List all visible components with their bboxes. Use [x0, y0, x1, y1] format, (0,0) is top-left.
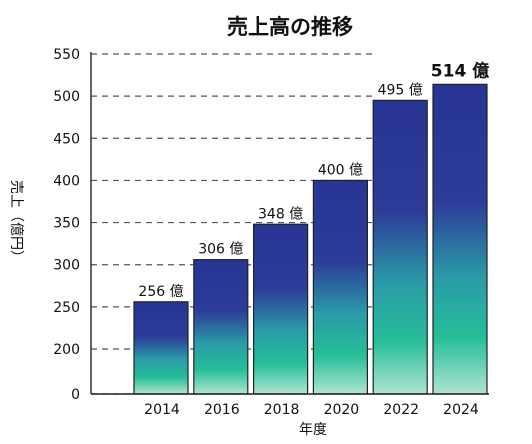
chart-title: 売上高の推移 — [227, 15, 353, 39]
x-axis-ticks: 2014 2016 2018 2020 2022 2024 — [144, 402, 479, 418]
y-tick-label: 450 — [53, 131, 80, 147]
x-tick-label: 2022 — [383, 402, 419, 418]
y-tick-label: 550 — [53, 47, 80, 63]
x-tick-label: 2020 — [324, 402, 360, 418]
axes — [90, 52, 489, 395]
data-label: 256 億 — [138, 284, 183, 300]
x-tick-label: 2016 — [204, 402, 240, 418]
data-label: 348 億 — [258, 206, 303, 222]
y-tick-label: 500 — [53, 89, 80, 105]
data-labels: 256 億 306 億 348 億 400 億 495 億 514 億 — [138, 60, 489, 299]
y-tick-label: 350 — [53, 216, 80, 232]
x-tick-label: 2024 — [443, 402, 479, 418]
data-label: 514 億 — [431, 60, 489, 81]
data-label: 400 億 — [318, 162, 363, 178]
data-label: 495 億 — [378, 82, 423, 98]
data-label: 306 億 — [198, 242, 243, 258]
bar — [133, 301, 189, 395]
bar — [253, 223, 309, 395]
y-axis-label: 売上（億円） — [8, 180, 24, 264]
x-tick-label: 2014 — [144, 402, 180, 418]
x-tick-label: 2018 — [264, 402, 300, 418]
bar — [432, 83, 488, 395]
y-tick-label: 200 — [53, 342, 80, 358]
y-axis-ticks: 0 200 250 300 350 400 450 500 550 — [53, 47, 80, 403]
bar — [372, 99, 428, 395]
bar — [312, 179, 368, 395]
bars — [133, 83, 488, 395]
y-tick-label: 0 — [71, 387, 80, 403]
y-tick-label: 400 — [53, 173, 80, 189]
x-axis-label: 年度 — [299, 422, 327, 438]
y-tick-label: 250 — [53, 300, 80, 316]
bar — [193, 259, 249, 395]
y-tick-label: 300 — [53, 258, 80, 274]
